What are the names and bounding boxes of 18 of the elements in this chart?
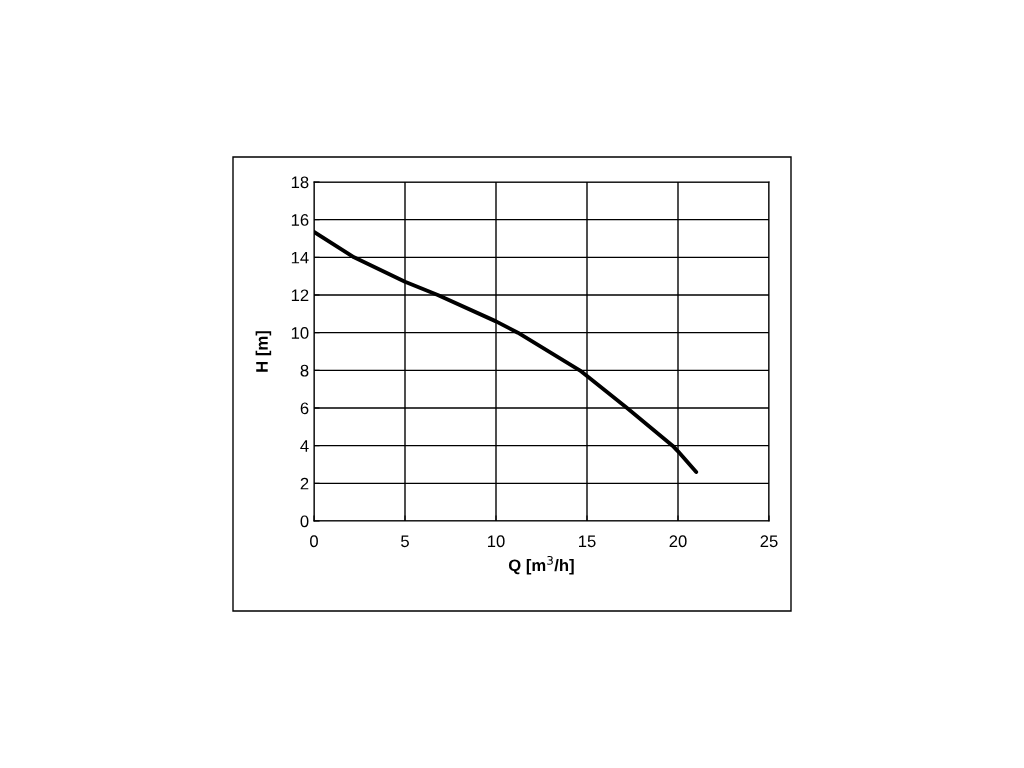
x-tick-label: 5 (401, 535, 409, 548)
x-tick-label: 15 (579, 535, 596, 548)
x-axis-title: Q [m$^{3}$/h] (508, 555, 574, 575)
y-tick-label: 10 (291, 327, 309, 339)
y-tick-label: 16 (291, 214, 309, 226)
y-tick-label: 6 (300, 402, 309, 415)
x-tick-label: 20 (669, 535, 687, 548)
y-tick-label: 14 (291, 251, 309, 264)
y-tick-label: 0 (300, 515, 309, 528)
y-tick-label: 4 (300, 440, 309, 452)
y-axis-title: H [m] (255, 331, 272, 372)
x-tick-label: 10 (488, 535, 505, 548)
x-tick-label: 0 (310, 535, 318, 548)
y-tick-label: 18 (291, 176, 309, 189)
y-tick-label: 8 (300, 364, 309, 377)
y-tick-label: 2 (300, 477, 309, 490)
y-tick-label: 12 (291, 289, 309, 302)
x-tick-label: 25 (760, 535, 778, 548)
